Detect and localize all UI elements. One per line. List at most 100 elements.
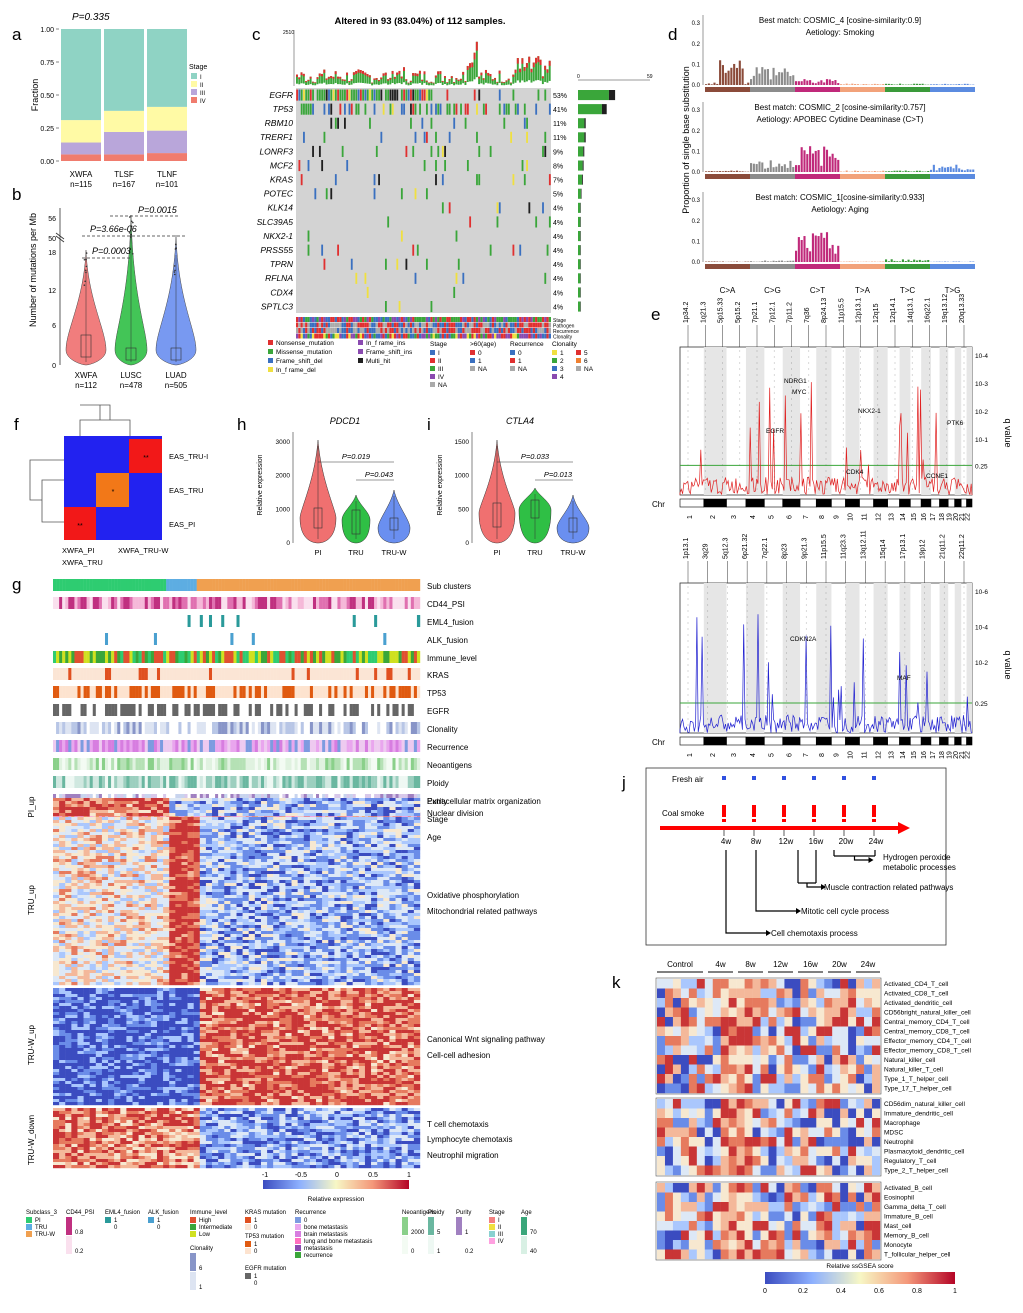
g-heat-cell (77, 829, 84, 833)
c-cell (416, 244, 419, 256)
c-track-cell (523, 328, 526, 333)
c-track-cell (516, 317, 520, 322)
c-track-cell (362, 328, 365, 333)
e-dot (943, 646, 945, 648)
c-top-bar-red (459, 78, 462, 81)
e-dot (904, 712, 906, 714)
c-track-cell (482, 333, 485, 339)
g-track-cell (316, 668, 320, 680)
g-track-cell (147, 668, 152, 680)
g-track-cell (358, 722, 363, 734)
g-track-cell (328, 686, 332, 698)
g-track-cell (98, 633, 103, 645)
e-dot (727, 628, 728, 630)
g-heat-cell (242, 829, 249, 833)
d-band (930, 87, 975, 92)
e-chr-box (782, 736, 801, 746)
g-heat-cell (383, 810, 390, 814)
g-track-cell (328, 722, 332, 734)
g-track-cell (92, 704, 97, 716)
e-dot (963, 592, 965, 594)
g-track-cell (187, 651, 191, 663)
e-dot (687, 434, 689, 436)
c-track-cell (535, 322, 538, 328)
g-track-cell (358, 704, 363, 716)
c-track-cell (305, 317, 308, 322)
g-track-cell (190, 758, 194, 770)
g-track-cell (169, 668, 173, 680)
e-dot (884, 586, 886, 588)
g-track-cell (117, 758, 121, 770)
g-track-cell (374, 651, 378, 663)
d-bar (952, 168, 955, 172)
g-track-cell (196, 651, 200, 663)
c-top-bar (428, 82, 430, 86)
g-track-cell (160, 740, 164, 752)
c-track-cell (368, 328, 372, 333)
e-dot (825, 404, 827, 406)
g-track-cell (303, 776, 308, 788)
c-track-cell (546, 322, 549, 328)
e-dot (687, 604, 689, 606)
g-track-cell (218, 668, 222, 680)
e-dot (756, 410, 758, 412)
e-dot (756, 398, 758, 400)
g-track-cell (95, 579, 100, 591)
e-dot (704, 374, 706, 376)
e-chr-label: 18 (939, 751, 946, 759)
g-heat-cell (309, 820, 317, 824)
g-track-cell (215, 722, 219, 734)
c-top-bar-red (539, 59, 542, 66)
e-dot (766, 718, 768, 720)
e-dot (687, 422, 689, 424)
g-heat-cell (120, 810, 127, 814)
c-side-bar-dark (601, 104, 607, 115)
c-top-bar-red (373, 78, 376, 80)
c-cell (405, 89, 408, 101)
g-track-cell (410, 776, 415, 788)
d-bar (735, 67, 739, 85)
panel-h-gene: PDCD1 (330, 416, 361, 426)
g-track-cell (273, 597, 277, 609)
e-dot (865, 628, 866, 630)
g-track-cell (291, 651, 295, 663)
g-track-cell (352, 722, 356, 734)
e-dot (786, 688, 787, 690)
e-dot (687, 628, 689, 630)
e-dot (746, 688, 748, 690)
g-track-cell (407, 615, 412, 627)
e-dot (842, 374, 844, 376)
g-track-cell (114, 579, 118, 591)
g-heat-cell (71, 832, 78, 836)
g-heat-cell (267, 826, 274, 830)
c-top-bar-red (412, 73, 415, 76)
c-cell (544, 131, 547, 143)
e-dot (924, 664, 925, 666)
c-top-bar (478, 76, 481, 85)
d-bar (825, 149, 829, 172)
g-track-cell (212, 704, 216, 716)
d-xcat: C>A (720, 286, 736, 295)
e-dot (929, 482, 930, 484)
g-heat-cell (218, 813, 225, 817)
e-dot (707, 706, 709, 708)
e-dot (894, 374, 896, 376)
g-track-cell (410, 704, 415, 716)
g-track-cell (74, 740, 78, 752)
g-track-cell (233, 579, 237, 591)
g-heat-cell (340, 820, 347, 824)
g-track-cell (303, 597, 308, 609)
g-heat-cell (224, 829, 231, 833)
e-dot (943, 664, 945, 666)
g-track-cell (257, 686, 262, 698)
g-heat-cell (126, 823, 133, 827)
g-track-cell (331, 615, 335, 627)
c-top-bar-red (343, 79, 346, 81)
c-track-cell (366, 322, 369, 328)
g-track-cell (147, 776, 152, 788)
e-dot (865, 646, 866, 648)
panel-letter-d: d (668, 25, 677, 44)
e-dot (946, 362, 948, 364)
g-track-cell (178, 686, 182, 698)
g-track-cell (346, 722, 350, 734)
